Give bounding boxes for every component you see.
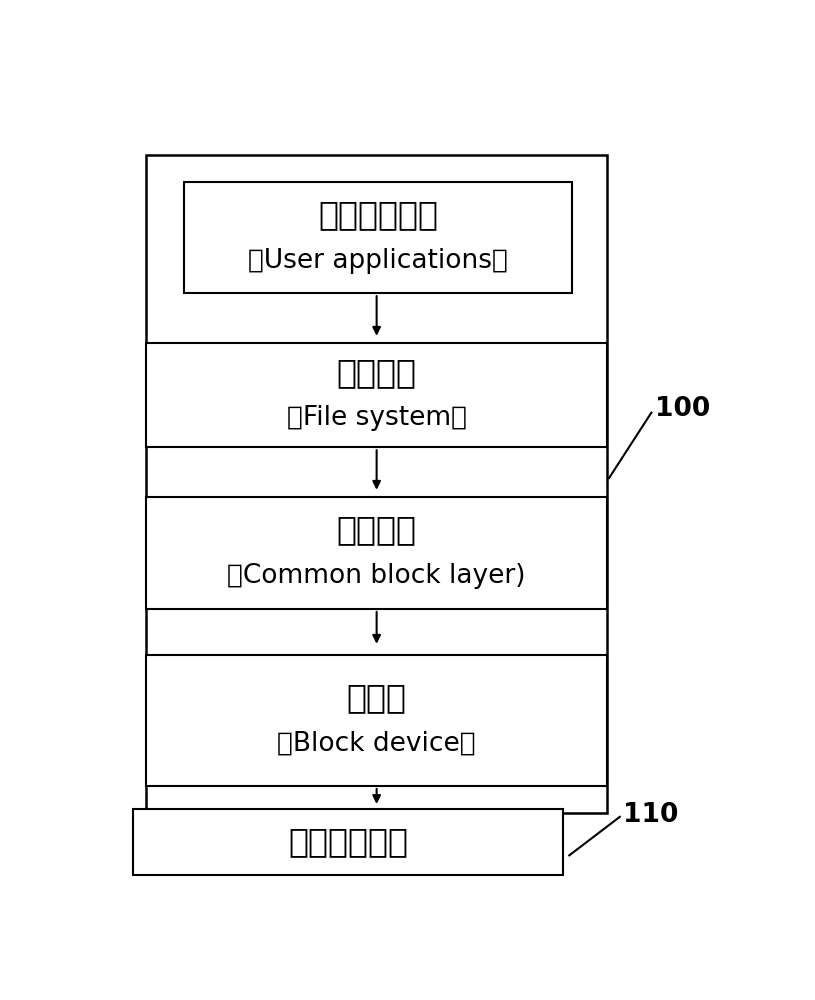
Bar — [146, 155, 607, 813]
Text: （Block device）: （Block device） — [277, 731, 476, 757]
Bar — [146, 343, 607, 447]
Text: 用户应用程序: 用户应用程序 — [318, 198, 438, 231]
Text: （File system）: （File system） — [287, 405, 467, 431]
Text: 块设备: 块设备 — [346, 681, 407, 714]
Text: （User applications）: （User applications） — [249, 248, 508, 274]
Bar — [134, 809, 563, 875]
Text: 外存储器设备: 外存储器设备 — [289, 825, 408, 858]
Text: （Common block layer): （Common block layer) — [227, 563, 526, 589]
Text: 文件系统: 文件系统 — [337, 356, 416, 389]
Text: 100: 100 — [654, 396, 710, 422]
Bar — [146, 655, 607, 786]
Text: 110: 110 — [623, 802, 678, 828]
Bar — [184, 182, 572, 293]
Bar — [146, 497, 607, 609]
Text: 通用块层: 通用块层 — [337, 514, 416, 547]
